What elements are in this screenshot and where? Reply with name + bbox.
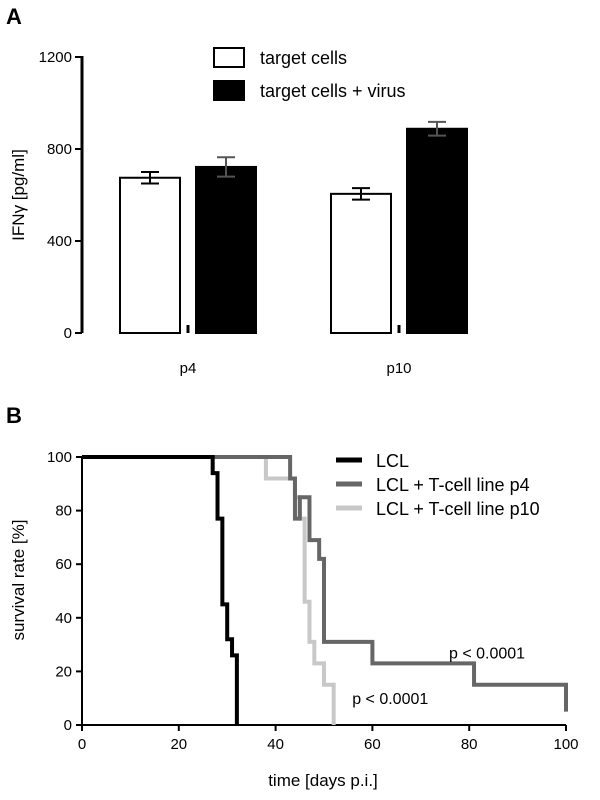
panel-a-bar <box>330 192 392 334</box>
panel-a-plot: 0 400 800 1200 p4 p10 target cells target cells… <box>39 47 468 377</box>
panel-a-label: A <box>6 4 22 29</box>
panel-b-y-tick-label: 100 <box>47 449 72 466</box>
panel-a-category-label: p4 <box>180 360 197 377</box>
panel-b-x-tick-label: 40 <box>267 736 284 753</box>
panel-a-bar <box>406 127 468 334</box>
panel-b-x-tick-label: 60 <box>364 736 381 753</box>
panel-b-y-tick-label: 20 <box>55 663 72 680</box>
panel-b-y-tick-label: 80 <box>55 503 72 520</box>
panel-b-legend-label: LCL + T-cell line p4 <box>376 475 530 495</box>
panel-b-p-value: p < 0.0001 <box>352 691 428 708</box>
panel-b-plot: 0 20 40 60 80 100 0 20 40 60 80 100 LCL LCL + T-cell … <box>47 449 579 753</box>
panel-b-legend-label: LCL <box>376 451 409 471</box>
panel-a-y-axis-label: IFNγ [pg/ml] <box>9 149 28 241</box>
panel-a-legend-swatch <box>213 47 245 68</box>
panel-b-x-tick-label: 0 <box>78 736 86 753</box>
panel-a-legend-label: target cells + virus <box>260 81 406 101</box>
panel-a-legend-swatch <box>213 80 245 101</box>
panel-b-legend-label: LCL + T-cell line p10 <box>376 499 540 519</box>
panel-a-category-label: p10 <box>386 360 411 377</box>
panel-a-legend-label: target cells <box>260 48 347 68</box>
panel-b-label: B <box>6 403 22 428</box>
panel-a-bar <box>195 165 257 334</box>
panel-b-survival-curve <box>82 455 568 712</box>
panel-b-x-tick-label: 80 <box>461 736 478 753</box>
panel-a-y-tick-label: 400 <box>47 233 72 250</box>
panel-a-y-tick-label: 0 <box>64 325 72 342</box>
panel-b-x-tick-label: 20 <box>170 736 187 753</box>
panel-b-y-axis-label: survival rate [%] <box>9 520 28 641</box>
panel-a-bar <box>119 176 181 334</box>
panel-b-y-tick-label: 40 <box>55 610 72 627</box>
panel-a-y-tick-label: 800 <box>47 141 72 158</box>
panel-b-survival-curve <box>82 455 239 725</box>
panel-b-p-value: p < 0.0001 <box>449 645 525 662</box>
panel-b-y-tick-label: 60 <box>55 556 72 573</box>
panel-b-x-tick-label: 100 <box>553 736 578 753</box>
panel-a-y-tick-label: 1200 <box>39 49 72 66</box>
panel-b-y-tick-label: 0 <box>64 717 72 734</box>
panel-b-x-axis-label: time [days p.i.] <box>268 771 378 790</box>
panel-b-survival-curve <box>82 455 336 725</box>
